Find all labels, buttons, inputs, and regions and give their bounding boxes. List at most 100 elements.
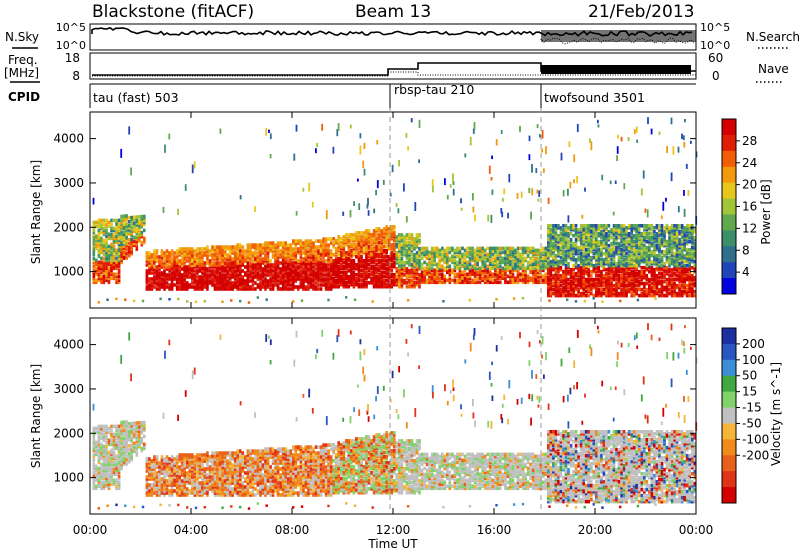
power-cell — [478, 272, 482, 277]
power-cell — [547, 271, 550, 276]
power-cell — [655, 267, 659, 272]
power-cell — [691, 277, 694, 282]
power-cell — [678, 287, 681, 292]
power-cell — [428, 266, 431, 271]
power-cell — [579, 247, 583, 252]
power-cell — [186, 247, 189, 251]
power-cell — [289, 249, 293, 253]
power-cell — [413, 263, 416, 267]
power-cell — [557, 253, 560, 258]
power-cell — [557, 245, 560, 250]
power-cell — [584, 239, 588, 244]
power-cell — [544, 250, 548, 255]
power-cell — [590, 226, 593, 230]
power-cell — [483, 274, 487, 279]
power-cell — [100, 280, 103, 285]
power-cell — [92, 238, 96, 243]
power-cell — [211, 271, 214, 275]
power-cell — [413, 281, 416, 285]
power-cell — [314, 249, 318, 253]
power-cell — [211, 261, 214, 265]
power-cell — [665, 257, 669, 262]
power-cell — [605, 243, 608, 248]
power-cell — [208, 279, 212, 283]
power-cell — [393, 227, 396, 231]
power-cell — [516, 274, 520, 279]
power-cell — [400, 282, 404, 287]
power-cell — [542, 260, 545, 265]
power-cell — [547, 253, 550, 258]
power-cell — [345, 265, 348, 269]
power-cell — [691, 224, 694, 228]
power-cell — [592, 226, 596, 230]
power-cell — [239, 283, 242, 287]
power-cell — [375, 189, 377, 196]
power-cell — [322, 241, 325, 245]
power-cell — [526, 274, 530, 279]
power-cell — [314, 281, 318, 285]
power-cell — [249, 265, 252, 269]
power-cell — [590, 277, 593, 282]
power-cell — [678, 261, 681, 266]
power-cell — [233, 265, 237, 269]
power-cell — [249, 269, 252, 273]
power-cell — [322, 261, 325, 265]
power-cell — [256, 245, 260, 249]
power-cell — [299, 283, 303, 287]
power-cell — [400, 235, 404, 239]
power-cell — [519, 260, 522, 265]
power-cell — [668, 239, 671, 244]
power-cell — [132, 229, 136, 234]
power-cell — [473, 270, 477, 275]
power-cell — [675, 283, 679, 288]
power-cell — [236, 257, 239, 261]
power-cell — [408, 237, 411, 241]
power-cell — [276, 285, 280, 289]
power-cell — [188, 269, 192, 273]
power-cell — [693, 259, 697, 264]
power-cell — [120, 248, 123, 253]
power-cell — [486, 278, 489, 283]
power-cell — [597, 224, 601, 228]
power-cell — [569, 253, 573, 258]
power-cell — [536, 262, 540, 267]
power-cell — [115, 228, 118, 233]
power-cell — [150, 267, 154, 271]
power-cell — [590, 259, 593, 264]
power-cell — [557, 237, 560, 242]
power-cell — [509, 262, 512, 267]
power-cell — [193, 279, 197, 283]
power-cell — [665, 228, 669, 232]
power-cell — [660, 228, 664, 232]
power-cell — [390, 275, 394, 279]
power-cell — [309, 279, 313, 283]
power-cell — [120, 218, 123, 223]
power-cell — [367, 245, 371, 249]
power-cell — [352, 253, 356, 257]
power-cell — [150, 265, 154, 269]
power-cell — [125, 252, 128, 256]
power-cell — [345, 284, 348, 289]
power-cell — [572, 224, 575, 228]
power-cell — [319, 245, 323, 249]
power-cell — [486, 274, 489, 279]
power-cell — [102, 222, 106, 227]
power-cell — [345, 255, 348, 259]
power-cell — [95, 268, 98, 273]
power-cell — [168, 285, 171, 289]
power-cell — [433, 278, 436, 283]
power-cell — [521, 256, 525, 261]
power-cell — [587, 277, 590, 282]
power-cell — [579, 253, 583, 258]
power-cell — [132, 239, 136, 244]
power-cell — [632, 279, 636, 284]
power-cell — [592, 245, 596, 250]
power-cell — [625, 291, 628, 296]
power-cell — [529, 262, 532, 267]
power-cell — [340, 257, 343, 261]
power-cell — [600, 226, 603, 230]
power-cell — [499, 268, 502, 273]
power-cell — [226, 255, 229, 259]
power-cell — [564, 289, 568, 294]
power-cell — [158, 281, 161, 285]
